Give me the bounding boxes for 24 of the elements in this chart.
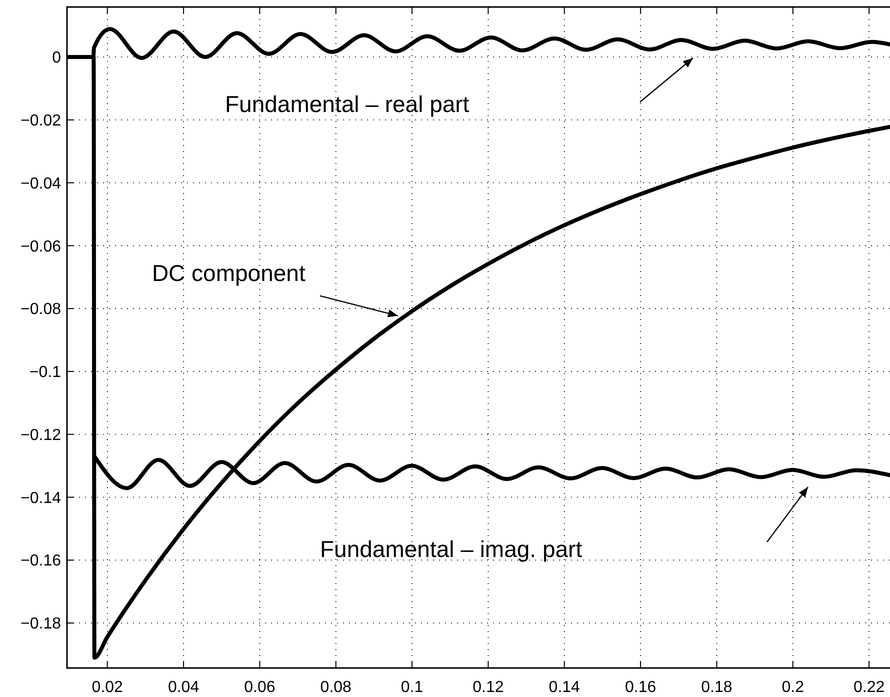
- x-tick-label: 0.12: [472, 679, 504, 696]
- y-tick-label: −0.02: [20, 112, 62, 130]
- x-tick-label: 0.04: [168, 679, 200, 696]
- y-tick-label: −0.04: [20, 175, 62, 192]
- y-tick-label: −0.18: [20, 616, 62, 633]
- y-tick-label: −0.06: [20, 238, 62, 256]
- annotation: Fundamental – imag. part: [320, 536, 583, 562]
- y-tick-label: −0.12: [20, 426, 62, 444]
- x-tick-label: 0.02: [92, 679, 124, 696]
- x-tick-label: 0.2: [782, 679, 804, 696]
- x-tick-label: 0.1: [400, 679, 424, 696]
- x-tick-label: 0.16: [624, 679, 656, 696]
- x-tick-label: 0.06: [244, 679, 276, 696]
- x-tick-label: 0.18: [701, 679, 732, 696]
- annotation: DC component: [152, 260, 306, 286]
- annotation: Fundamental – real part: [225, 91, 470, 117]
- y-tick-label: −0.16: [20, 552, 62, 570]
- x-tick-label: 0.14: [548, 679, 580, 696]
- x-tick-label: 0.22: [853, 679, 885, 696]
- y-tick-label: −0.1: [29, 364, 62, 382]
- y-tick-label: −0.14: [20, 490, 62, 507]
- x-tick-label: 0.08: [320, 679, 352, 696]
- y-tick-label: 0: [52, 50, 62, 67]
- y-tick-label: −0.08: [20, 301, 62, 318]
